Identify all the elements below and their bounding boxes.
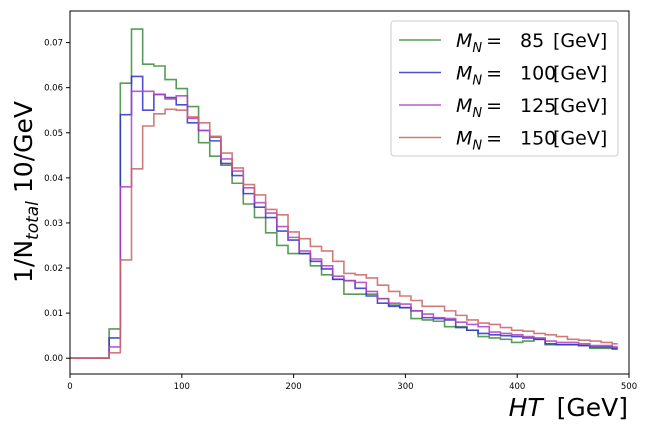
legend-symbol: M	[456, 63, 472, 85]
legend-eq: =	[486, 63, 502, 85]
x-axis-title-main: HT	[509, 393, 545, 422]
legend-entry-85: MN = 85 [GeV]	[456, 30, 607, 56]
legend-entry-100: MN = 100[GeV]	[456, 63, 607, 89]
plot-frame	[69, 10, 630, 375]
x-tick-label-0: 0	[67, 382, 72, 392]
x-axis-title-unit: [GeV]	[557, 393, 628, 422]
legend-symbol-sub: N	[472, 41, 482, 56]
y-axis-title-prefix: 1/N	[9, 240, 38, 283]
legend-eq: =	[486, 30, 502, 52]
y-tick-label-0: 0.00	[44, 354, 63, 364]
legend-value-125: 125	[520, 95, 556, 117]
legend-symbol-sub: N	[472, 106, 482, 121]
y-axis-title-suffix: 10/GeV	[9, 101, 38, 193]
legend-value-100: 100	[520, 63, 556, 85]
legend-eq: =	[486, 128, 502, 150]
legend-value-150: 150	[520, 128, 556, 150]
x-tick-label-200: 200	[285, 382, 301, 392]
x-tick-label-100: 100	[174, 382, 190, 392]
y-tick-label-5: 0.05	[44, 129, 63, 139]
legend-symbol: M	[456, 30, 472, 52]
y-tick-label-6: 0.06	[44, 84, 63, 94]
x-tick-label-300: 300	[397, 382, 413, 392]
series-line-150	[70, 108, 618, 360]
legend-unit: [GeV]	[553, 30, 607, 52]
y-axis-title-sub: total	[23, 201, 43, 240]
x-tick-label-500: 500	[621, 382, 637, 392]
legend-value-85: 85	[520, 30, 544, 52]
legend-entry-150: MN = 150[GeV]	[456, 128, 607, 154]
y-axis: 0.00 0.01 0.02 0.03 0.04 0.05 0.06 0.07	[44, 39, 70, 364]
y-tick-label-4: 0.04	[44, 174, 63, 184]
y-tick-label-3: 0.03	[44, 219, 63, 229]
series-layer	[70, 28, 618, 360]
legend-unit: [GeV]	[553, 63, 607, 85]
y-tick-label-2: 0.02	[44, 264, 63, 274]
series-line-85	[70, 28, 618, 360]
y-tick-label-1: 0.01	[44, 309, 63, 319]
legend-symbol-sub: N	[472, 139, 482, 154]
legend-symbol: M	[456, 95, 472, 117]
y-tick-label-7: 0.07	[44, 39, 63, 49]
series-line-125	[70, 90, 618, 360]
legend-unit: [GeV]	[553, 95, 607, 117]
x-axis: 0 100 200 300 400 500	[67, 374, 637, 392]
legend-unit: [GeV]	[553, 128, 607, 150]
legend-symbol-sub: N	[472, 74, 482, 89]
y-axis-title: 1/Ntotal 10/GeV	[9, 101, 43, 283]
x-axis-title: HT [GeV]	[509, 393, 628, 422]
legend-eq: =	[486, 95, 502, 117]
legend-symbol: M	[456, 128, 472, 150]
legend-entry-125: MN = 125[GeV]	[456, 95, 607, 121]
legend-box	[390, 20, 619, 157]
x-tick-label-400: 400	[509, 382, 525, 392]
legend: MN = 85 [GeV]MN = 100[GeV]MN = 125[GeV]MN = 150[G…	[390, 20, 619, 157]
